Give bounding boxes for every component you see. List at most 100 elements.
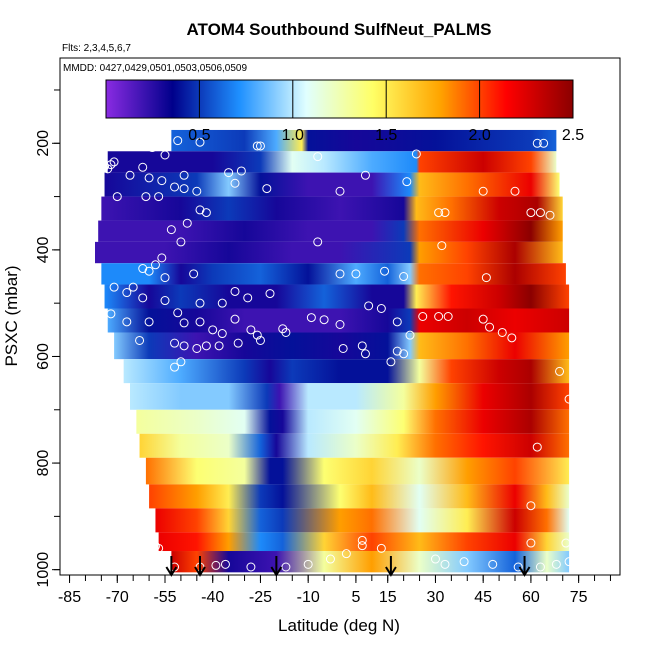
observation-point [281,562,291,572]
observation-point [160,273,170,283]
observation-point [154,192,164,202]
x-tick-label: -55 [153,589,176,606]
observation-point [233,338,243,348]
observation-point [214,341,224,351]
observation-point [380,266,390,276]
observation-point [360,170,370,180]
observation-point [246,562,256,572]
observation-point [217,329,227,339]
x-axis: -85 -70 -55 -40 -25 -10 5 15 30 45 60 75 [58,575,611,606]
observation-point [443,312,453,321]
observation-point [561,538,571,548]
observation-point [138,293,148,303]
heatmap-layers [95,129,570,573]
observation-point [255,141,265,151]
observation-point [125,170,135,180]
observation-point [430,554,440,564]
heatmap-layer [149,484,570,509]
x-tick-label: 45 [474,589,492,606]
heatmap-layer [171,551,570,573]
observation-point [262,184,272,194]
observation-point [144,317,154,327]
observation-point [392,317,402,327]
observation-point [157,176,167,186]
colorbar-tick-label: 1.0 [282,127,304,144]
observation-point [195,205,205,215]
observation-point [112,192,122,202]
observation-point [418,312,428,321]
observation-point [173,308,183,318]
observation-point [195,137,205,147]
observation-point [192,186,202,196]
observation-point [144,266,154,276]
observation-point [179,184,189,194]
observation-point [154,543,164,553]
observation-point [440,559,450,569]
observation-point [551,559,561,569]
observation-point [360,349,370,359]
x-tick-label: 30 [427,589,445,606]
observation-point [189,269,199,279]
observation-point [90,160,100,170]
observation-point [109,157,119,167]
observation-point [182,218,192,228]
heatmap-layer [171,129,557,152]
observation-point [386,357,396,367]
observation-point [100,161,110,171]
observation-point [278,324,288,334]
observation-point [434,312,444,321]
colorbar-ticks: 0.5 1.0 1.5 2.0 2.5 [188,80,584,144]
observation-point [166,225,176,235]
observation-point [208,325,218,335]
observation-point [150,260,160,270]
observation-point [313,152,323,162]
observation-point [141,541,151,551]
x-tick-label: -10 [297,589,320,606]
observation-point [138,264,148,274]
observation-point [230,314,240,324]
observation-point [147,143,157,153]
observation-point [176,237,186,247]
observation-point [313,237,323,247]
x-tick-label: -25 [249,589,272,606]
observation-point [255,335,265,345]
heatmap-layer [101,196,563,221]
observation-point [526,501,536,511]
observation-point [106,160,116,170]
observation-point [325,554,335,564]
observation-point [459,557,469,567]
observation-point [357,535,367,545]
observation-point [179,170,189,180]
observation-point [364,301,374,311]
y-tick-label: 1000 [35,552,52,588]
observation-point [376,304,386,314]
observation-point [497,327,507,337]
colorbar-tick-label: 2.5 [562,127,584,144]
x-tick-label: 5 [351,589,360,606]
colorbar: 0.5 1.0 1.5 2.0 2.5 [105,79,584,144]
observation-point [440,208,450,218]
observation-point [303,559,313,569]
observation-point [220,559,230,569]
observation-point [160,150,170,160]
observation-point [526,538,536,548]
observation-point [80,157,90,167]
dates-note: MMDD: 0427,0429,0501,0503,0506,0509 [63,63,247,74]
heatmap-layer [107,151,557,173]
x-tick-label: 60 [522,589,540,606]
observation-point [399,349,409,359]
observation-point [478,186,488,196]
observation-point [535,562,545,572]
colorbar-gradient [105,79,574,119]
observation-point [411,149,421,159]
observation-point [555,366,565,376]
observation-point [488,559,498,569]
observation-point [532,442,542,452]
observation-point [201,208,211,218]
y-tick-label: 400 [35,236,52,263]
observation-point [532,138,542,148]
observation-point [224,168,234,178]
x-tick-label: -70 [106,589,129,606]
observation-point [526,208,536,218]
